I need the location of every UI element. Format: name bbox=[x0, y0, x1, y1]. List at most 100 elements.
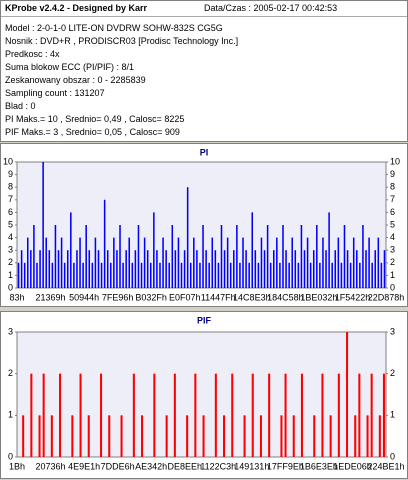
bar bbox=[153, 373, 156, 457]
y-tick-label-right: 1 bbox=[390, 410, 395, 420]
bar bbox=[168, 262, 170, 288]
info-line: Zeskanowany obszar : 0 - 2285839 bbox=[5, 75, 146, 85]
bar bbox=[199, 262, 201, 288]
y-tick-label: 1 bbox=[8, 410, 13, 420]
bar bbox=[23, 262, 26, 288]
app-title: KProbe v2.4.2 - Designed by Karr bbox=[5, 3, 148, 13]
y-tick-label-right: 3 bbox=[390, 326, 395, 336]
bar bbox=[141, 415, 144, 457]
bar bbox=[269, 262, 272, 288]
bar bbox=[337, 373, 340, 457]
bar bbox=[103, 199, 106, 288]
bar bbox=[223, 250, 226, 288]
bar bbox=[374, 250, 377, 288]
bar bbox=[370, 373, 373, 457]
info-panel: KProbe v2.4.2 - Designed by Karr Data/Cz… bbox=[0, 0, 408, 142]
y-tick-label-right: 8 bbox=[390, 182, 395, 192]
bar bbox=[382, 373, 385, 457]
bar bbox=[193, 237, 195, 288]
x-tick-label: 11447Fh bbox=[201, 292, 236, 302]
x-tick-label: 149131h bbox=[234, 461, 269, 471]
bar bbox=[17, 262, 20, 288]
bar bbox=[132, 373, 135, 457]
bar bbox=[76, 250, 78, 288]
y-tick-label-right: 3 bbox=[390, 245, 395, 255]
bar bbox=[57, 250, 60, 288]
bar bbox=[319, 262, 321, 288]
bar bbox=[266, 225, 269, 288]
separator bbox=[1, 16, 407, 17]
plot-area bbox=[16, 161, 387, 289]
bar bbox=[343, 225, 346, 288]
info-line: Suma blokow ECC (PI/PIF) : 8/1 bbox=[5, 62, 135, 72]
bar bbox=[312, 250, 315, 288]
info-line: Sampling count : 131207 bbox=[5, 88, 105, 98]
info-line: Blad : 0 bbox=[5, 101, 36, 111]
bar bbox=[309, 262, 312, 288]
bar bbox=[214, 250, 217, 288]
y-tick-label: 0 bbox=[8, 451, 13, 461]
bar bbox=[245, 250, 247, 288]
bar bbox=[358, 373, 361, 457]
bar bbox=[231, 373, 234, 457]
info-line: Nosnik : DVD+R , PRODISCR03 [Prodisc Tec… bbox=[5, 36, 239, 46]
bar bbox=[233, 250, 235, 288]
bar bbox=[236, 225, 238, 288]
bar bbox=[205, 250, 207, 288]
bar bbox=[186, 415, 189, 457]
bar bbox=[334, 250, 337, 288]
bar bbox=[100, 373, 103, 457]
y-tick-label-right: 6 bbox=[390, 207, 395, 217]
bar bbox=[177, 237, 180, 288]
bar bbox=[368, 237, 370, 288]
bar bbox=[383, 250, 386, 288]
info-line: PIF Maks.= 3 , Srednio= 0,05 , Calosc= 9… bbox=[5, 127, 180, 137]
bar bbox=[82, 262, 84, 288]
bar bbox=[259, 415, 262, 457]
bar bbox=[134, 250, 137, 288]
bar bbox=[97, 250, 100, 288]
bar bbox=[110, 262, 112, 288]
bar bbox=[321, 373, 324, 457]
bar bbox=[306, 237, 309, 288]
bar bbox=[251, 212, 254, 288]
y-tick-label: 4 bbox=[8, 232, 13, 242]
bar bbox=[106, 250, 109, 288]
bar bbox=[285, 250, 287, 288]
bar bbox=[66, 250, 69, 288]
y-tick-label-right: 5 bbox=[390, 219, 395, 229]
bar bbox=[328, 212, 330, 288]
bar bbox=[280, 415, 283, 457]
bar bbox=[288, 262, 290, 288]
bar bbox=[340, 262, 343, 288]
bar bbox=[189, 262, 192, 288]
bar bbox=[380, 262, 383, 288]
bar bbox=[85, 225, 87, 288]
bar bbox=[159, 262, 161, 288]
y-tick-label: 3 bbox=[8, 326, 13, 336]
x-tick-label: 1122C3h bbox=[200, 461, 236, 471]
bar bbox=[128, 237, 131, 288]
y-tick-label: 7 bbox=[8, 194, 13, 204]
bar bbox=[202, 225, 204, 288]
bar bbox=[346, 250, 349, 288]
bar bbox=[36, 262, 38, 288]
bar bbox=[196, 250, 198, 288]
bar bbox=[73, 262, 75, 288]
y-tick-label-right: 4 bbox=[390, 232, 395, 242]
bar bbox=[303, 250, 306, 288]
bar bbox=[366, 415, 369, 457]
y-tick-label-right: 2 bbox=[390, 257, 395, 267]
bar bbox=[122, 262, 124, 288]
bar bbox=[173, 373, 176, 457]
bar bbox=[70, 212, 72, 288]
bar bbox=[180, 262, 183, 288]
plot-area bbox=[16, 331, 387, 458]
bar bbox=[325, 250, 327, 288]
bar bbox=[63, 262, 66, 288]
y-tick-label: 5 bbox=[8, 219, 13, 229]
y-tick-label-right: 0 bbox=[390, 282, 395, 292]
bar bbox=[214, 373, 217, 457]
bar bbox=[194, 373, 197, 457]
bar bbox=[242, 237, 244, 288]
